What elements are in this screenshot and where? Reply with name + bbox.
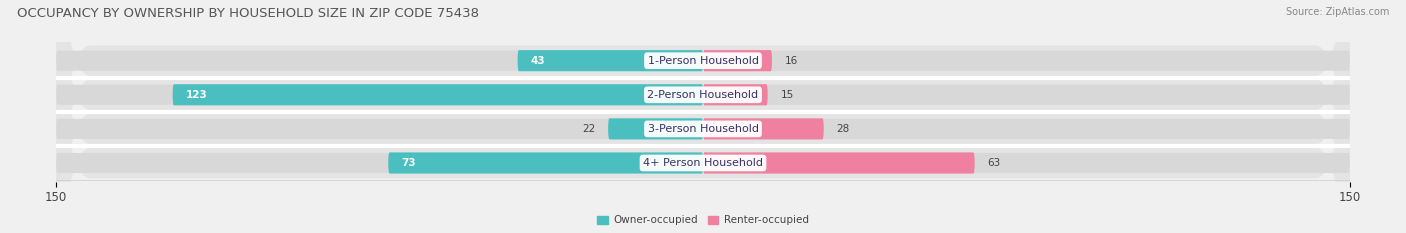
Text: 22: 22 <box>582 124 595 134</box>
Text: 63: 63 <box>987 158 1001 168</box>
Text: Source: ZipAtlas.com: Source: ZipAtlas.com <box>1285 7 1389 17</box>
Text: OCCUPANCY BY OWNERSHIP BY HOUSEHOLD SIZE IN ZIP CODE 75438: OCCUPANCY BY OWNERSHIP BY HOUSEHOLD SIZE… <box>17 7 479 20</box>
FancyBboxPatch shape <box>703 51 1350 71</box>
FancyBboxPatch shape <box>703 85 1350 105</box>
Text: 15: 15 <box>780 90 794 100</box>
Text: 28: 28 <box>837 124 849 134</box>
FancyBboxPatch shape <box>173 84 703 105</box>
Text: 43: 43 <box>530 56 546 66</box>
FancyBboxPatch shape <box>703 118 824 140</box>
FancyBboxPatch shape <box>56 0 1350 233</box>
Text: 16: 16 <box>785 56 799 66</box>
FancyBboxPatch shape <box>56 85 703 105</box>
FancyBboxPatch shape <box>56 51 703 71</box>
Text: 1-Person Household: 1-Person Household <box>648 56 758 66</box>
Text: 3-Person Household: 3-Person Household <box>648 124 758 134</box>
FancyBboxPatch shape <box>56 0 1350 233</box>
FancyBboxPatch shape <box>609 118 703 140</box>
Text: 123: 123 <box>186 90 207 100</box>
FancyBboxPatch shape <box>703 153 1350 173</box>
FancyBboxPatch shape <box>56 153 703 173</box>
FancyBboxPatch shape <box>56 0 1350 233</box>
Text: 4+ Person Household: 4+ Person Household <box>643 158 763 168</box>
FancyBboxPatch shape <box>517 50 703 71</box>
FancyBboxPatch shape <box>703 152 974 174</box>
Legend: Owner-occupied, Renter-occupied: Owner-occupied, Renter-occupied <box>593 211 813 230</box>
Text: 2-Person Household: 2-Person Household <box>647 90 759 100</box>
FancyBboxPatch shape <box>703 84 768 105</box>
Text: 73: 73 <box>401 158 416 168</box>
FancyBboxPatch shape <box>388 152 703 174</box>
FancyBboxPatch shape <box>703 50 772 71</box>
FancyBboxPatch shape <box>703 119 1350 139</box>
FancyBboxPatch shape <box>56 119 703 139</box>
FancyBboxPatch shape <box>56 0 1350 233</box>
